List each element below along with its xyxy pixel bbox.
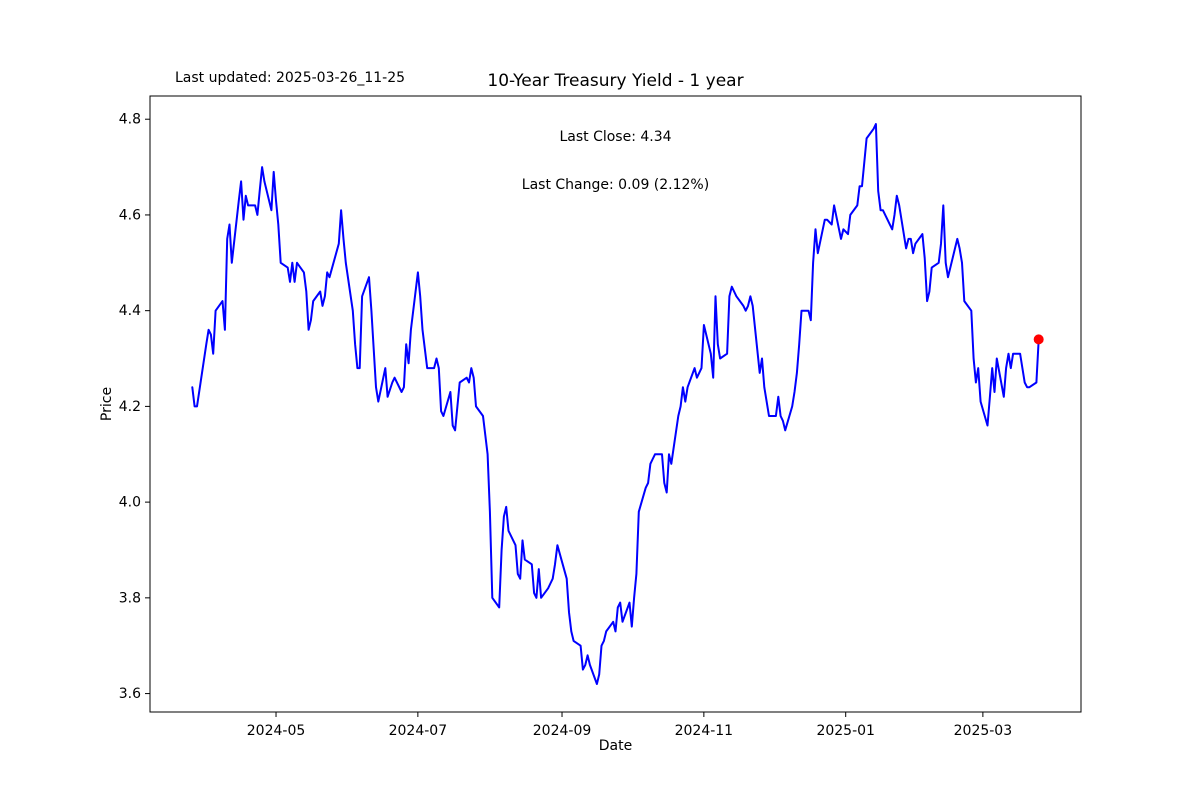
x-tick-label: 2024-07 xyxy=(389,723,448,739)
y-tick-label: 4.4 xyxy=(119,303,141,319)
y-tick-label: 3.6 xyxy=(119,686,141,702)
price-line xyxy=(191,123,1040,685)
subtitle-last-close: Last Close: 4.34 xyxy=(559,129,672,145)
x-tick-label: 2025-01 xyxy=(816,723,875,739)
y-tick-label: 4.2 xyxy=(119,399,141,415)
x-axis-label: Date xyxy=(598,738,633,754)
y-tick-label: 3.8 xyxy=(119,590,141,606)
x-tick-label: 2025-03 xyxy=(954,723,1013,739)
x-tick-label: 2024-05 xyxy=(247,723,306,739)
last-updated-annotation: Last updated: 2025-03-26_11-25 xyxy=(175,70,406,86)
y-axis-label: Price xyxy=(99,386,115,422)
chart-title: 10-Year Treasury Yield - 1 year xyxy=(487,71,744,91)
y-tick-label: 4.0 xyxy=(119,495,141,511)
y-tick-label: 4.8 xyxy=(119,112,141,128)
plot-border xyxy=(149,95,1082,713)
x-tick-label: 2024-11 xyxy=(675,723,734,739)
x-tick-label: 2024-09 xyxy=(533,723,592,739)
chart-subtitle: Last Close: 4.34 Last Change: 0.09 (2.12… xyxy=(150,97,1081,225)
subtitle-last-change: Last Change: 0.09 (2.12%) xyxy=(521,177,710,193)
last-point-marker xyxy=(1033,334,1044,345)
y-tick-label: 4.6 xyxy=(119,207,141,223)
